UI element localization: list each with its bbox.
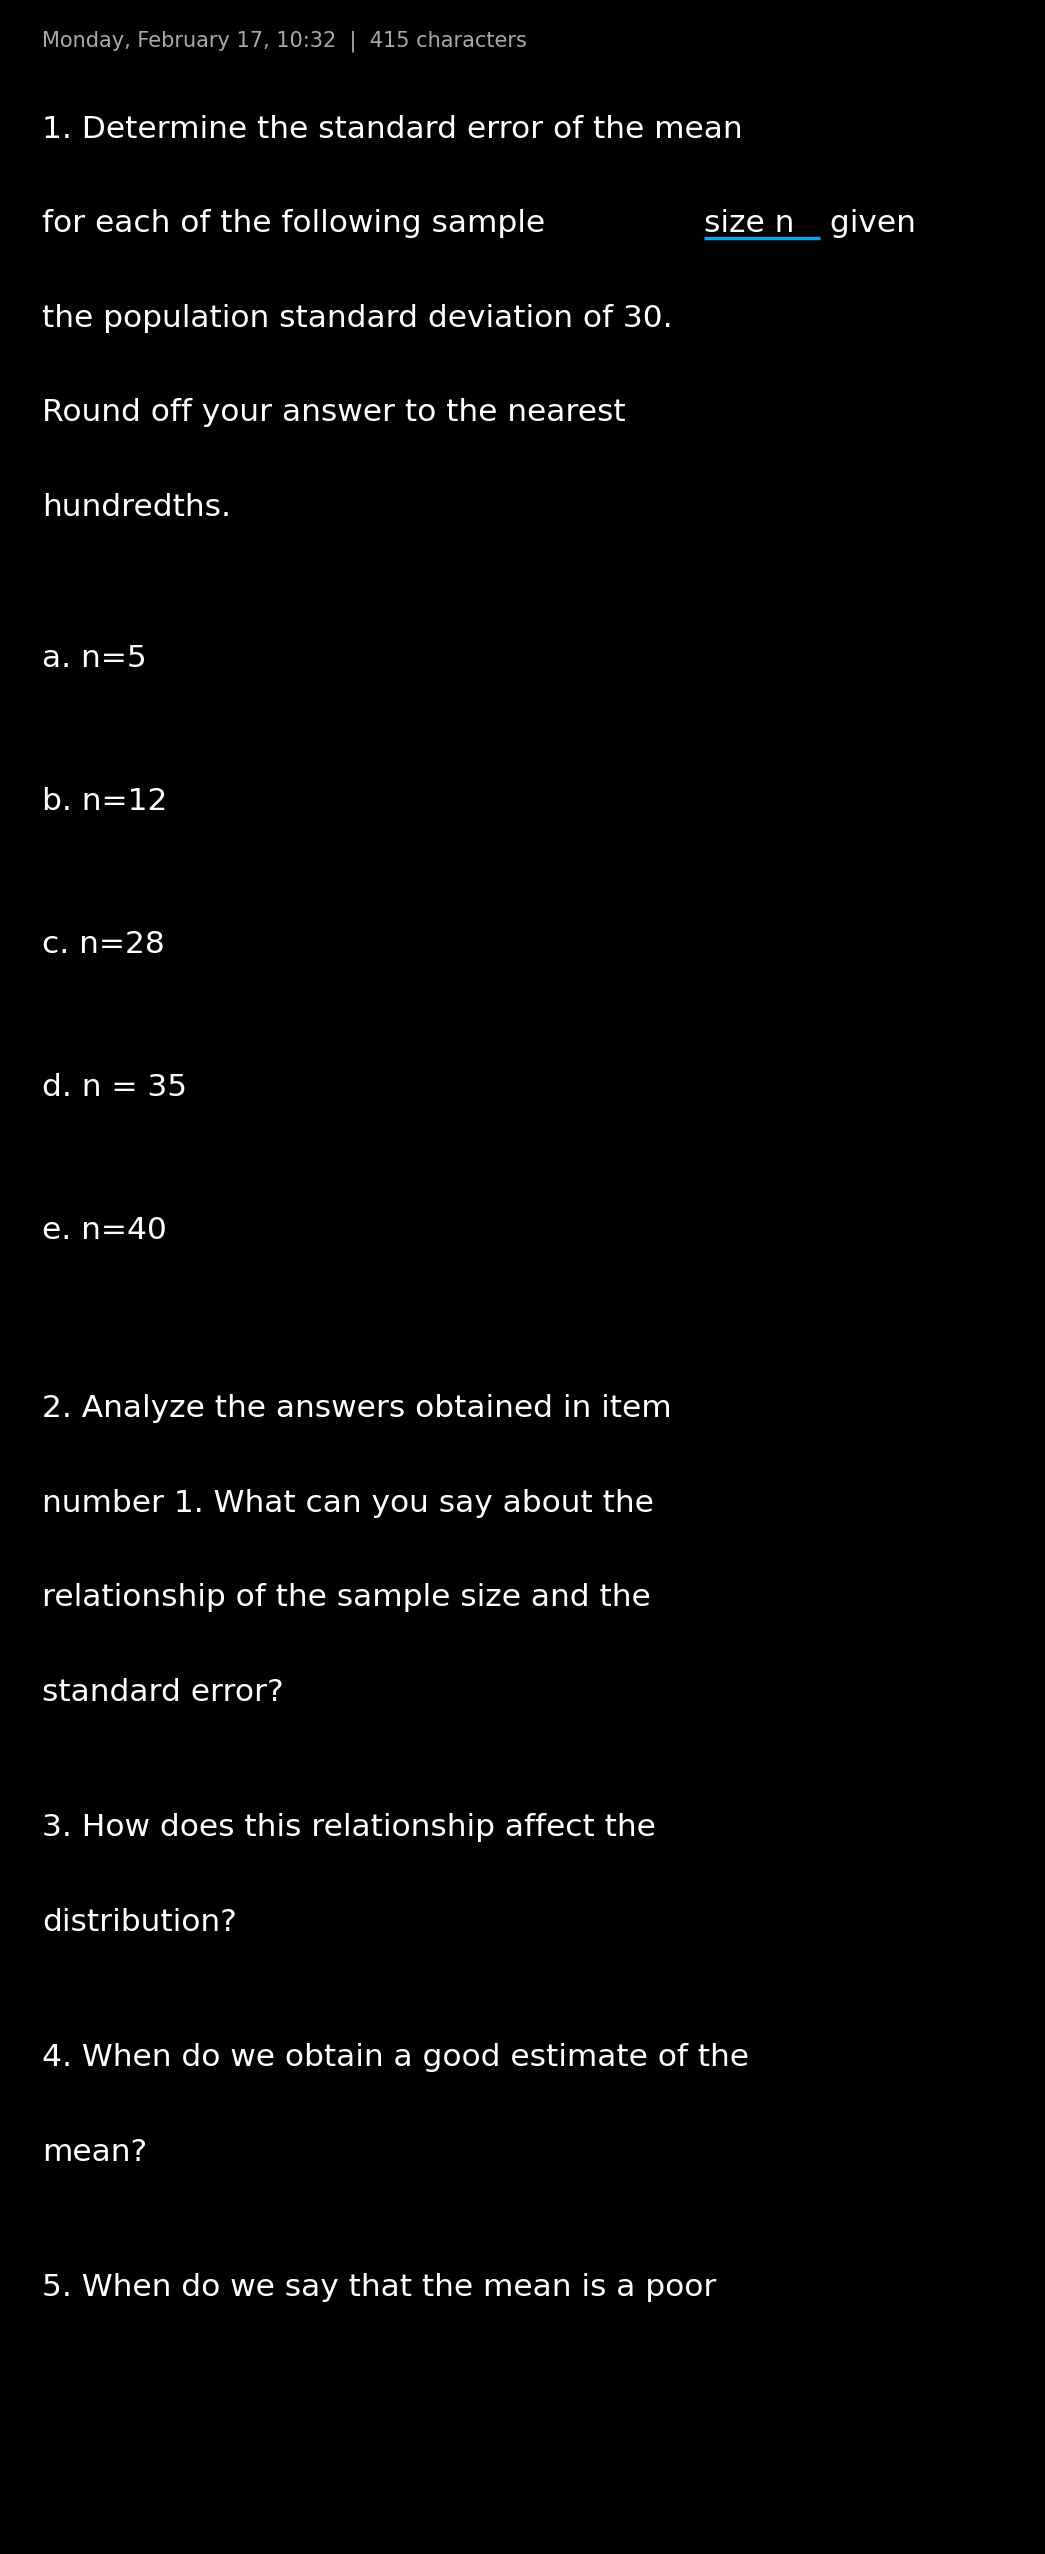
Text: d. n = 35: d. n = 35 — [42, 1073, 187, 1101]
Text: b. n=12: b. n=12 — [42, 787, 167, 815]
Text: a. n=5: a. n=5 — [42, 644, 146, 672]
Text: the population standard deviation of 30.: the population standard deviation of 30. — [42, 304, 672, 332]
Text: Monday, February 17, 10:32  |  415 characters: Monday, February 17, 10:32 | 415 charact… — [42, 31, 527, 51]
Text: 2. Analyze the answers obtained in item: 2. Analyze the answers obtained in item — [42, 1394, 672, 1423]
Text: 5. When do we say that the mean is a poor: 5. When do we say that the mean is a poo… — [42, 2273, 716, 2301]
Text: standard error?: standard error? — [42, 1678, 283, 1706]
Text: number 1. What can you say about the: number 1. What can you say about the — [42, 1489, 654, 1517]
Text: hundredths.: hundredths. — [42, 493, 231, 521]
Text: 1. Determine the standard error of the mean: 1. Determine the standard error of the m… — [42, 115, 742, 143]
Text: Round off your answer to the nearest: Round off your answer to the nearest — [42, 398, 625, 427]
Text: given: given — [820, 209, 916, 238]
Text: 3. How does this relationship affect the: 3. How does this relationship affect the — [42, 1813, 655, 1841]
Text: relationship of the sample size and the: relationship of the sample size and the — [42, 1583, 651, 1612]
Text: e. n=40: e. n=40 — [42, 1216, 166, 1244]
Text: 4. When do we obtain a good estimate of the: 4. When do we obtain a good estimate of … — [42, 2043, 749, 2071]
Text: distribution?: distribution? — [42, 1908, 236, 1936]
Text: c. n=28: c. n=28 — [42, 930, 164, 958]
Text: for each of the following sample: for each of the following sample — [42, 209, 555, 238]
Text: size n: size n — [703, 209, 794, 238]
Text: mean?: mean? — [42, 2138, 147, 2166]
